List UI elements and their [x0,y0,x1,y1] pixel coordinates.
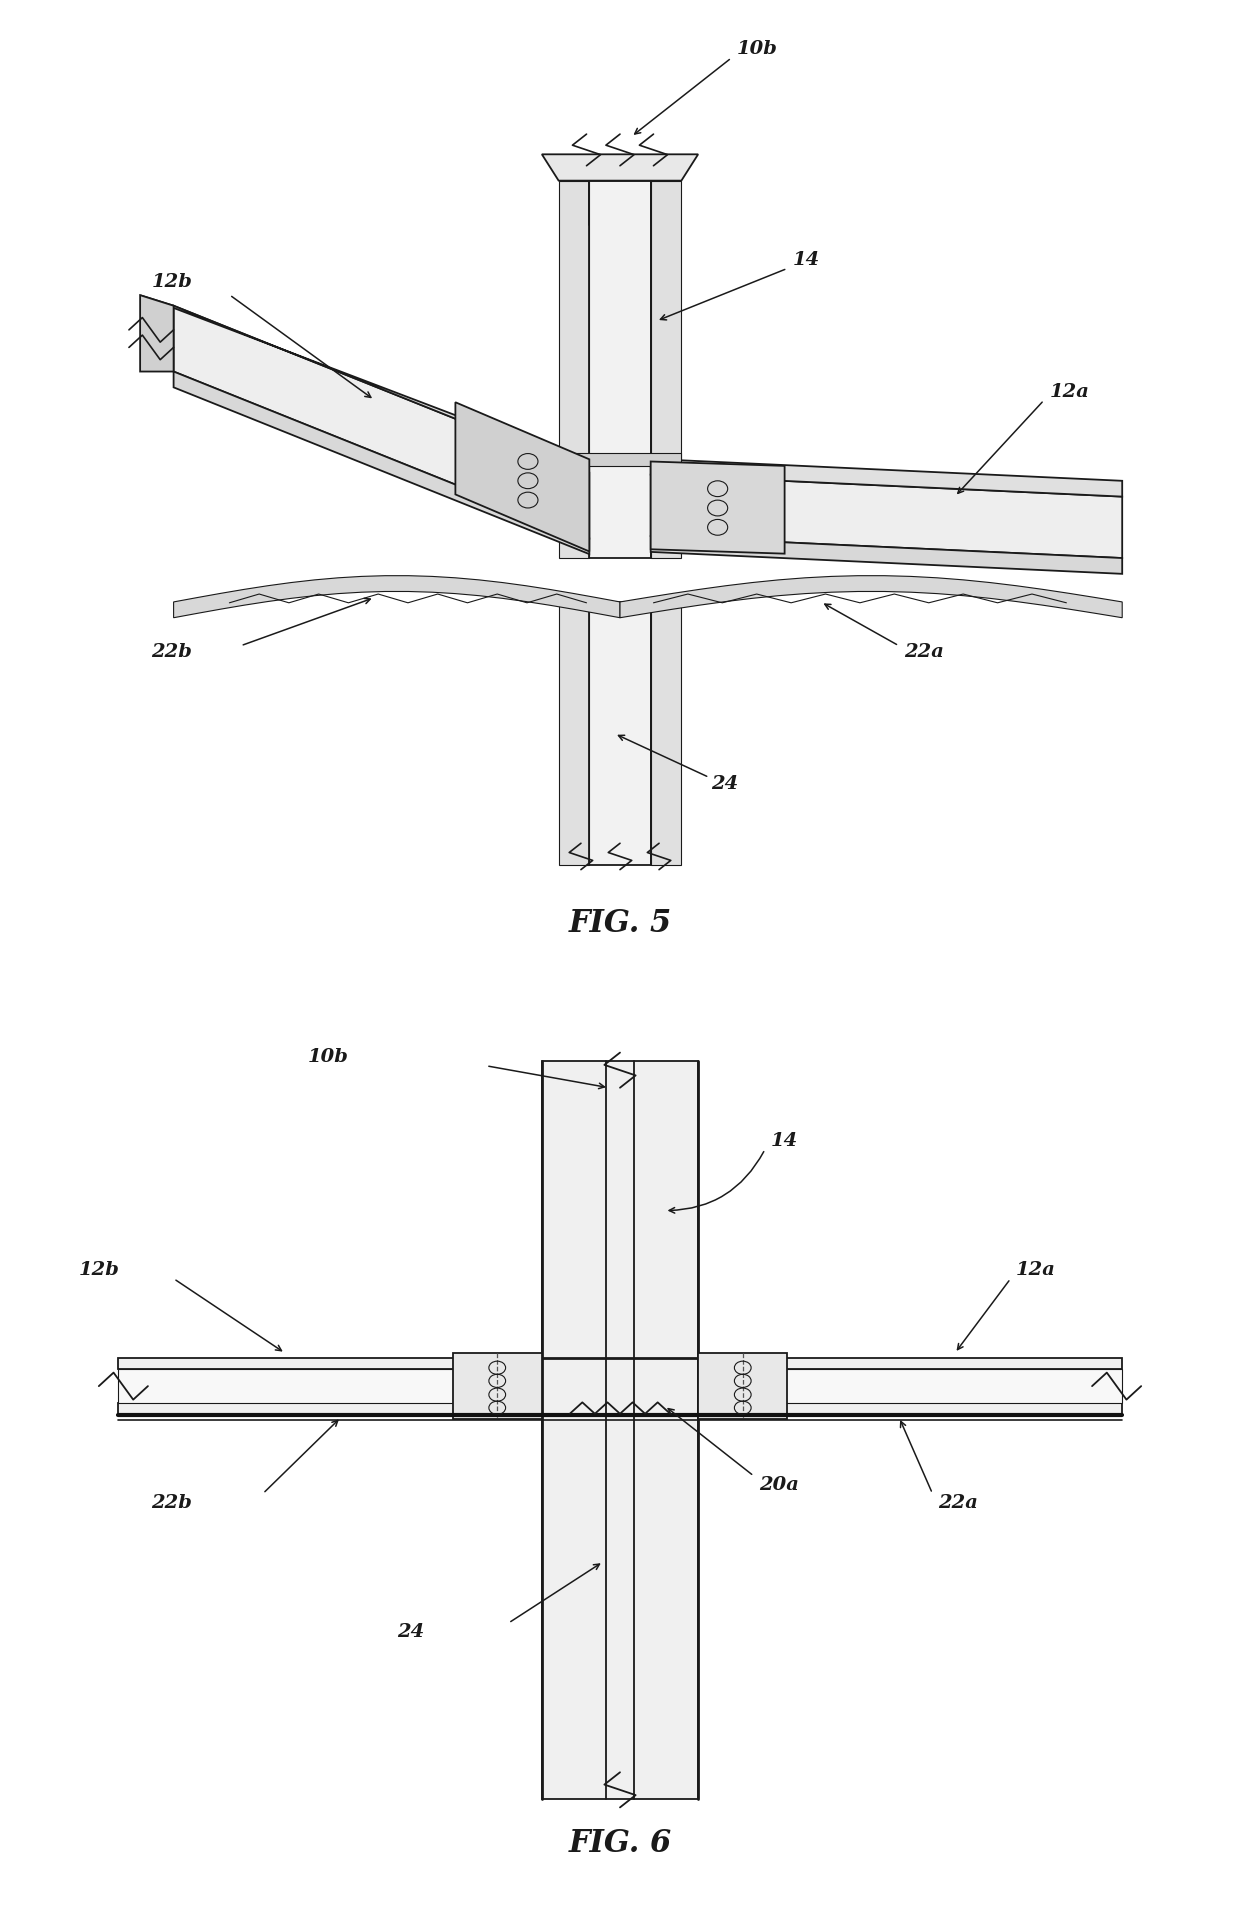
Polygon shape [118,1369,542,1404]
Text: 12b: 12b [79,1261,119,1278]
Text: FIG. 6: FIG. 6 [568,1827,672,1857]
Text: 10b: 10b [308,1047,348,1066]
Text: 12a: 12a [1017,1261,1056,1278]
Polygon shape [559,603,589,866]
Polygon shape [559,181,589,559]
Text: 22b: 22b [151,643,192,662]
Polygon shape [651,181,682,559]
Polygon shape [698,1354,787,1419]
Text: 20a: 20a [759,1476,800,1493]
Text: 14: 14 [794,252,820,269]
Polygon shape [140,296,589,473]
Text: 12b: 12b [151,273,192,290]
Polygon shape [698,1404,1122,1415]
Polygon shape [651,538,1122,574]
Text: 10b: 10b [737,40,777,59]
Polygon shape [174,576,620,618]
Polygon shape [698,1358,1122,1369]
Polygon shape [651,603,682,866]
Text: 22a: 22a [905,643,945,662]
Text: 24: 24 [712,774,739,793]
Polygon shape [453,1354,542,1419]
Polygon shape [118,1404,542,1415]
Polygon shape [651,475,1122,559]
Text: 22b: 22b [151,1493,192,1510]
Polygon shape [542,154,698,181]
Polygon shape [140,296,174,372]
Polygon shape [559,454,682,467]
Polygon shape [698,1369,1122,1404]
Polygon shape [174,372,589,555]
Text: FIG. 5: FIG. 5 [568,908,672,938]
Polygon shape [620,576,1122,618]
Polygon shape [542,1062,698,1798]
Polygon shape [589,603,651,866]
Text: 22a: 22a [939,1493,978,1510]
Polygon shape [651,461,785,555]
Text: 12a: 12a [1049,383,1090,400]
Polygon shape [118,1358,542,1369]
Polygon shape [455,402,589,553]
Text: 14: 14 [770,1131,797,1150]
Text: 24: 24 [397,1623,424,1640]
Polygon shape [589,181,651,559]
Polygon shape [174,307,589,540]
Polygon shape [651,460,1122,498]
